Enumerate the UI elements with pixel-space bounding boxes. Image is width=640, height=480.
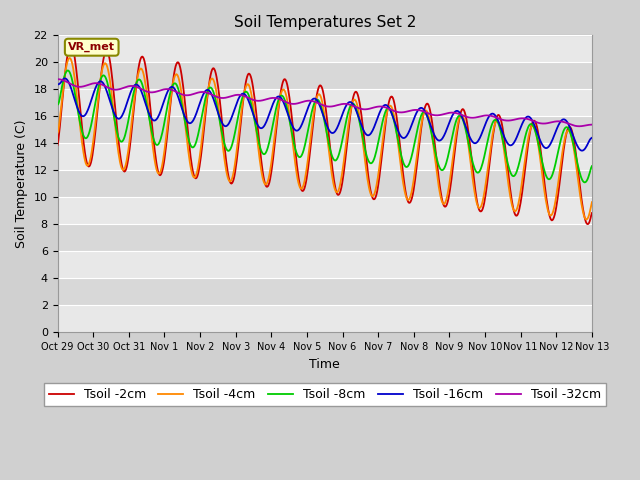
- Tsoil -16cm: [202, 88, 209, 94]
- Bar: [58, 252, 592, 278]
- Tsoil -2cm: [406, 200, 413, 205]
- Bar: [58, 62, 592, 89]
- Tsoil -2cm: [54, 142, 61, 148]
- Tsoil -4cm: [582, 216, 590, 222]
- Tsoil -32cm: [201, 89, 209, 95]
- Tsoil -4cm: [390, 114, 398, 120]
- Tsoil -8cm: [390, 119, 398, 125]
- Bar: [58, 89, 592, 116]
- Tsoil -16cm: [54, 82, 61, 87]
- Tsoil -8cm: [202, 96, 209, 101]
- Bar: [58, 224, 592, 252]
- Tsoil -32cm: [575, 123, 583, 129]
- Tsoil -16cm: [173, 91, 181, 97]
- Bar: [58, 305, 592, 332]
- Line: Tsoil -4cm: Tsoil -4cm: [58, 58, 592, 219]
- X-axis label: Time: Time: [309, 358, 340, 371]
- Line: Tsoil -32cm: Tsoil -32cm: [58, 79, 592, 126]
- Tsoil -32cm: [54, 76, 61, 82]
- Tsoil -4cm: [202, 106, 209, 112]
- Tsoil -8cm: [588, 163, 596, 169]
- Tsoil -8cm: [119, 138, 127, 144]
- Bar: [58, 197, 592, 224]
- Tsoil -32cm: [405, 108, 413, 114]
- Tsoil -8cm: [63, 68, 71, 73]
- Tsoil -16cm: [588, 135, 596, 141]
- Tsoil -8cm: [64, 68, 72, 73]
- Tsoil -4cm: [588, 199, 596, 205]
- Line: Tsoil -8cm: Tsoil -8cm: [58, 71, 592, 182]
- Bar: [58, 116, 592, 144]
- Tsoil -16cm: [119, 111, 127, 117]
- Text: VR_met: VR_met: [68, 42, 115, 52]
- Title: Soil Temperatures Set 2: Soil Temperatures Set 2: [234, 15, 416, 30]
- Tsoil -16cm: [390, 118, 398, 123]
- Tsoil -4cm: [63, 60, 71, 65]
- Tsoil -16cm: [406, 127, 413, 132]
- Line: Tsoil -16cm: Tsoil -16cm: [58, 78, 592, 151]
- Tsoil -2cm: [119, 167, 127, 172]
- Tsoil -2cm: [173, 60, 181, 65]
- Line: Tsoil -2cm: Tsoil -2cm: [58, 45, 592, 224]
- Tsoil -2cm: [67, 42, 75, 48]
- Tsoil -32cm: [173, 89, 180, 95]
- Tsoil -8cm: [54, 102, 61, 108]
- Tsoil -2cm: [390, 100, 398, 106]
- Y-axis label: Soil Temperature (C): Soil Temperature (C): [15, 120, 28, 248]
- Bar: [58, 144, 592, 170]
- Legend: Tsoil -2cm, Tsoil -4cm, Tsoil -8cm, Tsoil -16cm, Tsoil -32cm: Tsoil -2cm, Tsoil -4cm, Tsoil -8cm, Tsoi…: [44, 383, 606, 406]
- Bar: [58, 36, 592, 62]
- Tsoil -2cm: [584, 221, 591, 227]
- Tsoil -16cm: [579, 148, 586, 154]
- Tsoil -2cm: [63, 54, 71, 60]
- Tsoil -32cm: [588, 122, 596, 128]
- Bar: [58, 170, 592, 197]
- Tsoil -2cm: [588, 210, 596, 216]
- Tsoil -4cm: [65, 55, 73, 61]
- Tsoil -4cm: [406, 195, 413, 201]
- Tsoil -32cm: [63, 79, 71, 85]
- Tsoil -4cm: [173, 72, 181, 78]
- Tsoil -8cm: [406, 159, 413, 165]
- Tsoil -16cm: [61, 75, 69, 81]
- Tsoil -8cm: [173, 83, 181, 89]
- Tsoil -2cm: [202, 112, 209, 118]
- Tsoil -32cm: [118, 85, 126, 91]
- Bar: [58, 278, 592, 305]
- Tsoil -4cm: [54, 130, 61, 136]
- Tsoil -8cm: [580, 180, 588, 185]
- Tsoil -16cm: [64, 78, 72, 84]
- Tsoil -4cm: [119, 167, 127, 173]
- Tsoil -32cm: [390, 108, 397, 114]
